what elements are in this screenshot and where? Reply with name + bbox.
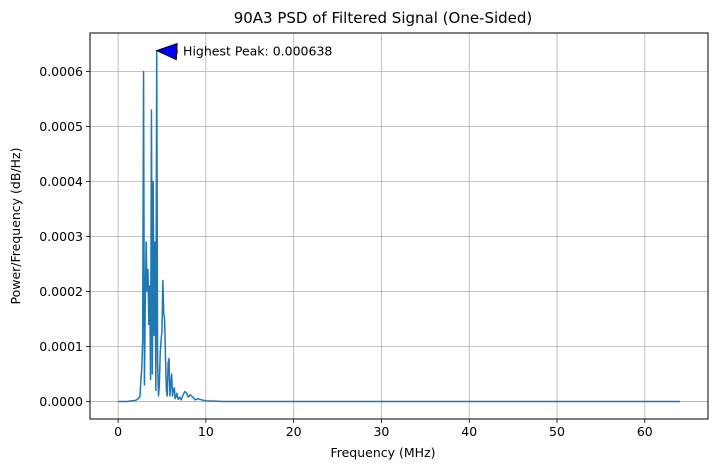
y-tick-label: 0.0005 [39, 119, 83, 134]
x-tick-label: 30 [373, 424, 389, 439]
annotation-layer: Highest Peak: 0.000638 [155, 42, 332, 61]
y-tick-label: 0.0003 [39, 229, 83, 244]
y-tick-label: 0.0006 [39, 64, 83, 79]
peak-annotation-text: Highest Peak: 0.000638 [183, 44, 332, 59]
psd-series-line [118, 49, 680, 403]
series-layer [118, 49, 680, 403]
x-tick-label: 0 [114, 424, 122, 439]
chart-title: 90A3 PSD of Filtered Signal (One-Sided) [234, 9, 533, 27]
x-tick-label: 60 [637, 424, 653, 439]
x-tick-label: 40 [461, 424, 477, 439]
y-tick-label: 0.0004 [39, 174, 83, 189]
peak-annotation-arrow [155, 42, 178, 61]
x-tick-label: 20 [286, 424, 302, 439]
y-tick-label: 0.0000 [39, 394, 83, 409]
grid-layer [90, 33, 708, 419]
plot-frame [89, 32, 709, 420]
y-tick-label: 0.0002 [39, 284, 83, 299]
tick-layer: 0 10 20 30 40 50 60 0.0000 0.0001 0.0002 0.0003 0.0… [39, 64, 653, 439]
x-axis-label: Frequency (MHz) [330, 445, 435, 460]
y-tick-label: 0.0001 [39, 339, 83, 354]
x-tick-label: 10 [198, 424, 214, 439]
x-tick-label: 50 [549, 424, 565, 439]
y-axis-label: Power/Frequency (dB/Hz) [8, 148, 23, 305]
